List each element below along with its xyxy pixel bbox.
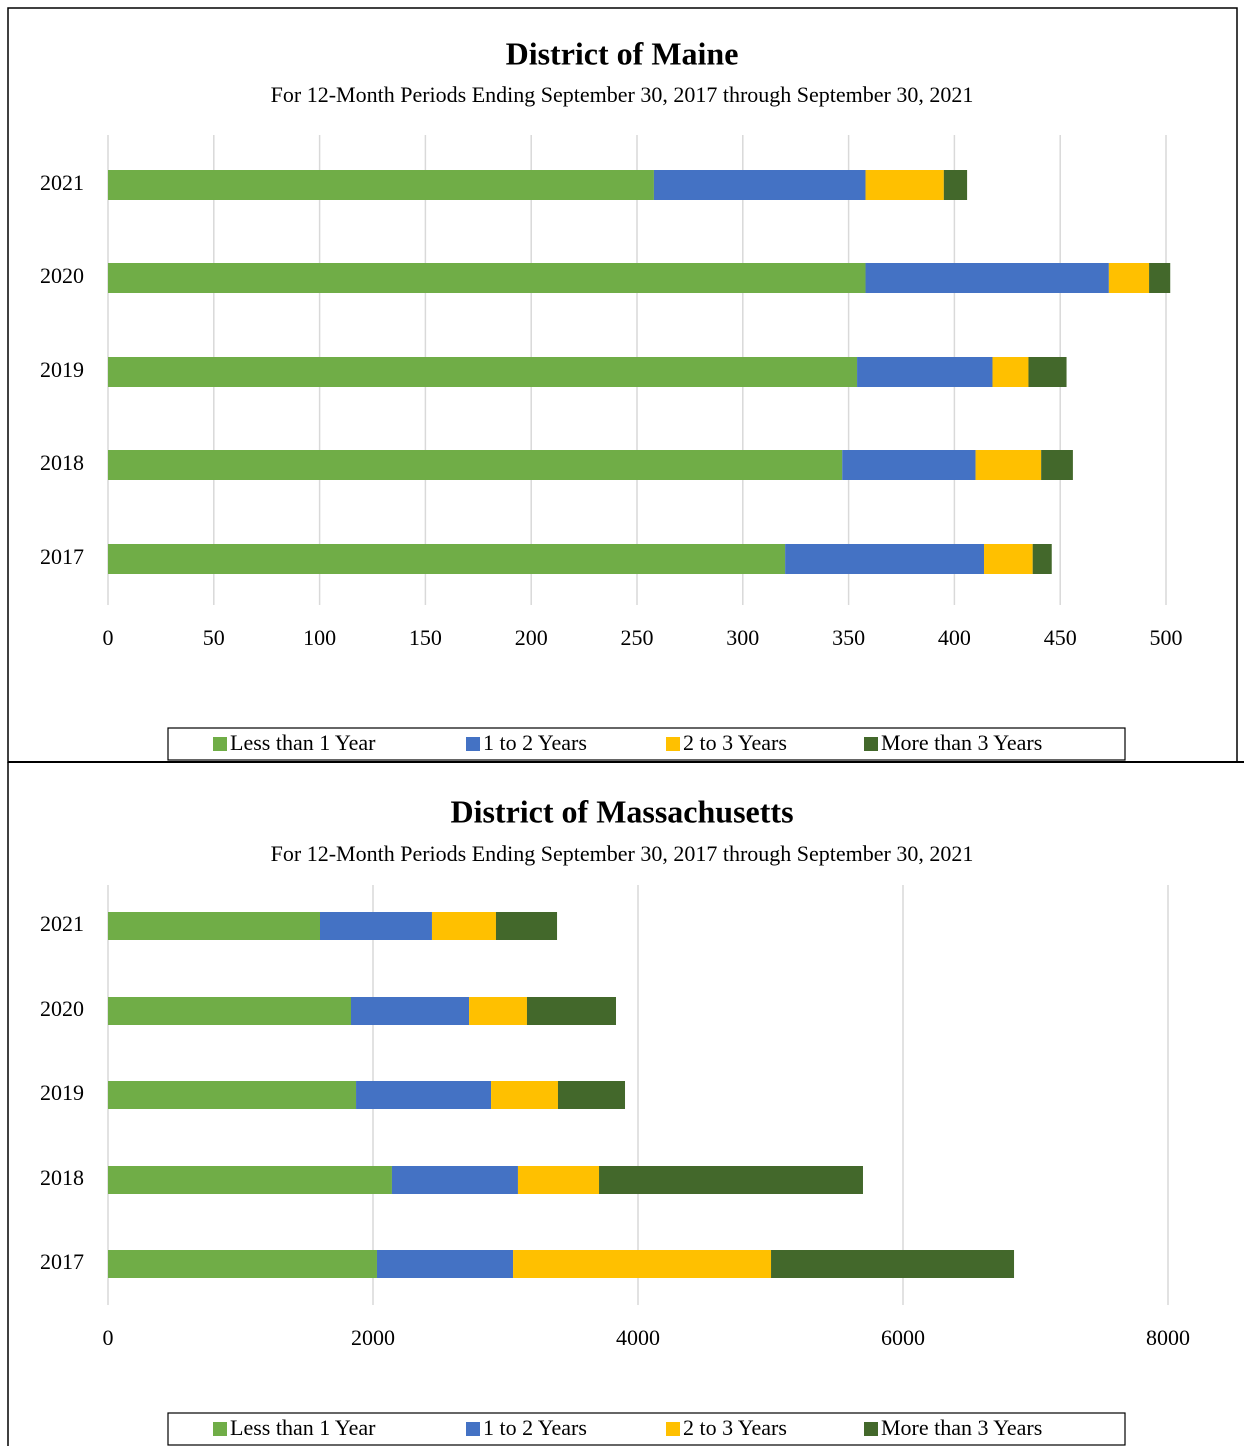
legend-label: Less than 1 Year	[230, 1415, 376, 1440]
chart-subtitle: For 12-Month Periods Ending September 30…	[271, 82, 974, 107]
bar-segment	[517, 1166, 600, 1194]
y-tick-label: 2018	[40, 1165, 84, 1190]
bar-segment	[1028, 357, 1067, 387]
y-tick-label: 2017	[40, 1249, 84, 1274]
y-tick-label: 2019	[40, 1080, 84, 1105]
x-tick-label: 300	[726, 625, 759, 650]
legend-label: 2 to 3 Years	[683, 1415, 787, 1440]
bar-segment	[108, 912, 320, 940]
bar-segment	[108, 997, 352, 1025]
bar-segment	[108, 263, 866, 293]
y-tick-label: 2018	[40, 450, 84, 475]
bar-segment	[320, 912, 432, 940]
bar-segment	[785, 544, 985, 574]
legend-swatch	[466, 1422, 480, 1436]
bar-segment	[351, 997, 470, 1025]
bar-segment	[771, 1250, 1015, 1278]
bar-segment	[1041, 450, 1073, 480]
bar-segment	[992, 357, 1029, 387]
bar-segment	[108, 1166, 392, 1194]
bar-segment	[391, 1166, 518, 1194]
bar-segment	[108, 357, 858, 387]
bar-segment	[975, 450, 1042, 480]
x-tick-label: 400	[938, 625, 971, 650]
bar-segment	[865, 263, 1109, 293]
legend-box	[167, 1412, 1126, 1446]
y-tick-label: 2021	[40, 911, 84, 936]
chart-subtitle: For 12-Month Periods Ending September 30…	[271, 841, 974, 866]
legend-swatch	[666, 737, 680, 751]
bar-segment	[491, 1081, 558, 1109]
bar-segment	[526, 997, 617, 1025]
bar-segment	[431, 912, 496, 940]
bar-segment	[108, 544, 786, 574]
chart-title: District of Maine	[506, 35, 739, 71]
x-tick-label: 200	[515, 625, 548, 650]
legend-swatch	[864, 737, 878, 751]
bar-segment	[108, 170, 654, 200]
legend-swatch	[213, 1422, 227, 1436]
bar-segment	[108, 1081, 357, 1109]
bar-segment	[1032, 544, 1052, 574]
y-tick-label: 2020	[40, 996, 84, 1021]
x-tick-label: 6000	[881, 1325, 925, 1350]
legend-box	[167, 727, 1126, 761]
x-tick-label: 0	[103, 1325, 114, 1350]
x-tick-label: 4000	[616, 1325, 660, 1350]
y-tick-label: 2020	[40, 263, 84, 288]
x-tick-label: 8000	[1146, 1325, 1190, 1350]
y-tick-label: 2017	[40, 544, 84, 569]
bar-segment	[857, 357, 993, 387]
bar-segment	[653, 170, 866, 200]
x-tick-label: 0	[103, 625, 114, 650]
y-tick-label: 2019	[40, 357, 84, 382]
bar-segment	[599, 1166, 863, 1194]
bar-segment	[469, 997, 527, 1025]
bar-segment	[376, 1250, 514, 1278]
bar-segment	[495, 912, 558, 940]
y-tick-label: 2021	[40, 170, 84, 195]
x-tick-label: 250	[621, 625, 654, 650]
legend-label: 2 to 3 Years	[683, 730, 787, 755]
x-tick-label: 150	[409, 625, 442, 650]
chart-title: District of Massachusetts	[450, 793, 793, 829]
bar-segment	[1149, 263, 1171, 293]
bar-segment	[108, 1250, 377, 1278]
bar-segment	[943, 170, 968, 200]
bar-segment	[865, 170, 944, 200]
x-tick-label: 2000	[351, 1325, 395, 1350]
bar-segment	[356, 1081, 492, 1109]
bar-segment	[108, 450, 843, 480]
x-tick-label: 350	[832, 625, 865, 650]
bar-segment	[1108, 263, 1150, 293]
legend-swatch	[466, 737, 480, 751]
x-tick-label: 500	[1150, 625, 1183, 650]
legend-label: Less than 1 Year	[230, 730, 376, 755]
legend-swatch	[864, 1422, 878, 1436]
x-tick-label: 50	[203, 625, 225, 650]
legend-label: 1 to 2 Years	[483, 1415, 587, 1440]
x-tick-label: 100	[303, 625, 336, 650]
legend-swatch	[213, 737, 227, 751]
x-tick-label: 450	[1044, 625, 1077, 650]
legend-swatch	[666, 1422, 680, 1436]
bar-segment	[984, 544, 1033, 574]
legend-label: 1 to 2 Years	[483, 730, 587, 755]
bar-segment	[513, 1250, 772, 1278]
legend-label: More than 3 Years	[881, 1415, 1042, 1440]
bar-segment	[842, 450, 976, 480]
bar-segment	[557, 1081, 626, 1109]
legend-label: More than 3 Years	[881, 730, 1042, 755]
